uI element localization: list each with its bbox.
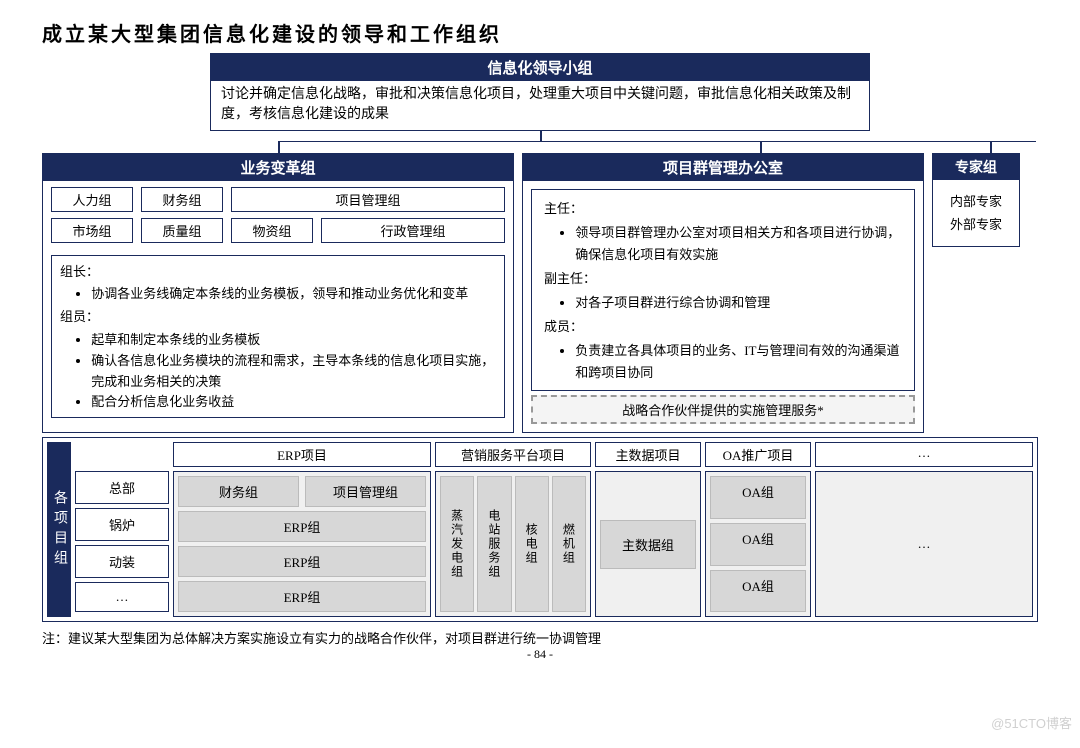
pmo-member-label: 成员： [544, 316, 902, 338]
erp-hq-fin: 财务组 [178, 476, 299, 507]
row-boiler: 锅炉 [75, 508, 169, 541]
col-md: 主数据项目 [595, 442, 701, 467]
mkt-v1: 蒸汽发电组 [440, 476, 474, 612]
biz-chips: 人力组 财务组 项目管理组 市场组 质量组 物资组 行政管理组 [43, 181, 513, 255]
mkt-v3: 核电组 [515, 476, 549, 612]
col-more: … [815, 442, 1033, 467]
chip-finance: 财务组 [141, 187, 223, 212]
footnote: 注：建议某大型集团为总体解决方案实施设立有实力的战略合作伙伴，对项目群进行统一协… [42, 628, 1080, 647]
oa-3: OA组 [710, 570, 806, 613]
mkt-v4: 燃机组 [552, 476, 586, 612]
page-title: 成立某大型集团信息化建设的领导和工作组织 [42, 18, 1038, 47]
col-erp: ERP项目 [173, 442, 431, 467]
chip-hr: 人力组 [51, 187, 133, 212]
expert-external: 外部专家 [939, 213, 1013, 236]
row-power: 动装 [75, 545, 169, 578]
biz-member-b1: 起草和制定本条线的业务模板 [91, 330, 496, 351]
pmo-desc: 主任： 领导项目群管理办公室对项目相关方和各项目进行协调，确保信息化项目有效实施… [531, 189, 915, 392]
expert-header: 专家组 [933, 154, 1019, 180]
top-desc: 讨论并确定信息化战略，审批和决策信息化项目，处理重大项目中关键问题，审批信息化相… [211, 81, 869, 130]
pmo-member-b1: 负责建立各具体项目的业务、IT与管理间有效的沟通渠道和跨项目协同 [575, 340, 902, 384]
erp-r2: ERP组 [178, 511, 426, 542]
erp-column: 财务组 项目管理组 ERP组 ERP组 ERP组 [173, 471, 431, 617]
oa-2: OA组 [710, 523, 806, 566]
projects-side-label: 各项目组 [47, 442, 71, 617]
projects-header-row: ERP项目 营销服务平台项目 主数据项目 OA推广项目 … [75, 442, 1033, 467]
chip-quality: 质量组 [141, 218, 223, 243]
erp-r4: ERP组 [178, 581, 426, 612]
projects-wrap: 各项目组 ERP项目 营销服务平台项目 主数据项目 OA推广项目 … 总部 锅炉… [42, 437, 1038, 622]
biz-member-b3: 配合分析信息化业务收益 [91, 392, 496, 413]
chip-pm: 项目管理组 [231, 187, 505, 212]
chip-admin: 行政管理组 [321, 218, 505, 243]
erp-hq-pm: 项目管理组 [305, 476, 426, 507]
pmo-deputy-b1: 对各子项目群进行综合协调和管理 [575, 292, 902, 314]
biz-header: 业务变革组 [43, 154, 513, 181]
oa-1: OA组 [710, 476, 806, 519]
mkt-column: 蒸汽发电组 电站服务组 核电组 燃机组 [435, 471, 591, 617]
col-mkt: 营销服务平台项目 [435, 442, 591, 467]
expert-box: 专家组 内部专家 外部专家 [932, 153, 1020, 248]
mkt-v2: 电站服务组 [477, 476, 511, 612]
biz-desc: 组长： 协调各业务线确定本条线的业务模板，领导和推动业务优化和变革 组员： 起草… [51, 255, 505, 419]
biz-leader-label: 组长： [60, 262, 496, 283]
md-column: 主数据组 [595, 471, 701, 617]
top-header: 信息化领导小组 [211, 54, 869, 81]
top-box: 信息化领导小组 讨论并确定信息化战略，审批和决策信息化项目，处理重大项目中关键问… [210, 53, 870, 131]
pmo-box: 项目群管理办公室 主任： 领导项目群管理办公室对项目相关方和各项目进行协调，确保… [522, 153, 924, 434]
pmo-director-label: 主任： [544, 198, 902, 220]
erp-r3: ERP组 [178, 546, 426, 577]
pmo-deputy-label: 副主任： [544, 268, 902, 290]
biz-member-label: 组员： [60, 307, 496, 328]
expert-internal: 内部专家 [939, 190, 1013, 213]
chip-material: 物资组 [231, 218, 313, 243]
biz-leader-b1: 协调各业务线确定本条线的业务模板，领导和推动业务优化和变革 [91, 284, 496, 305]
row-labels: 总部 锅炉 动装 … [75, 471, 169, 617]
row-more: … [75, 582, 169, 612]
oa-column: OA组 OA组 OA组 [705, 471, 811, 617]
biz-member-b2: 确认各信息化业务模块的流程和需求，主导本条线的信息化项目实施，完成和业务相关的决… [91, 351, 496, 393]
row-hq: 总部 [75, 471, 169, 504]
pmo-director-b1: 领导项目群管理办公室对项目相关方和各项目进行协调，确保信息化项目有效实施 [575, 222, 902, 266]
md-cell: 主数据组 [600, 520, 696, 569]
pagenum: - 84 - [0, 647, 1080, 662]
biz-box: 业务变革组 人力组 财务组 项目管理组 市场组 质量组 物资组 行政管理组 组长… [42, 153, 514, 434]
watermark: @51CTO博客 [991, 713, 1072, 732]
chip-market: 市场组 [51, 218, 133, 243]
col-oa: OA推广项目 [705, 442, 811, 467]
pmo-header: 项目群管理办公室 [523, 154, 923, 181]
more-column: … [815, 471, 1033, 617]
pmo-dashed-note: 战略合作伙伴提供的实施管理服务* [531, 395, 915, 424]
